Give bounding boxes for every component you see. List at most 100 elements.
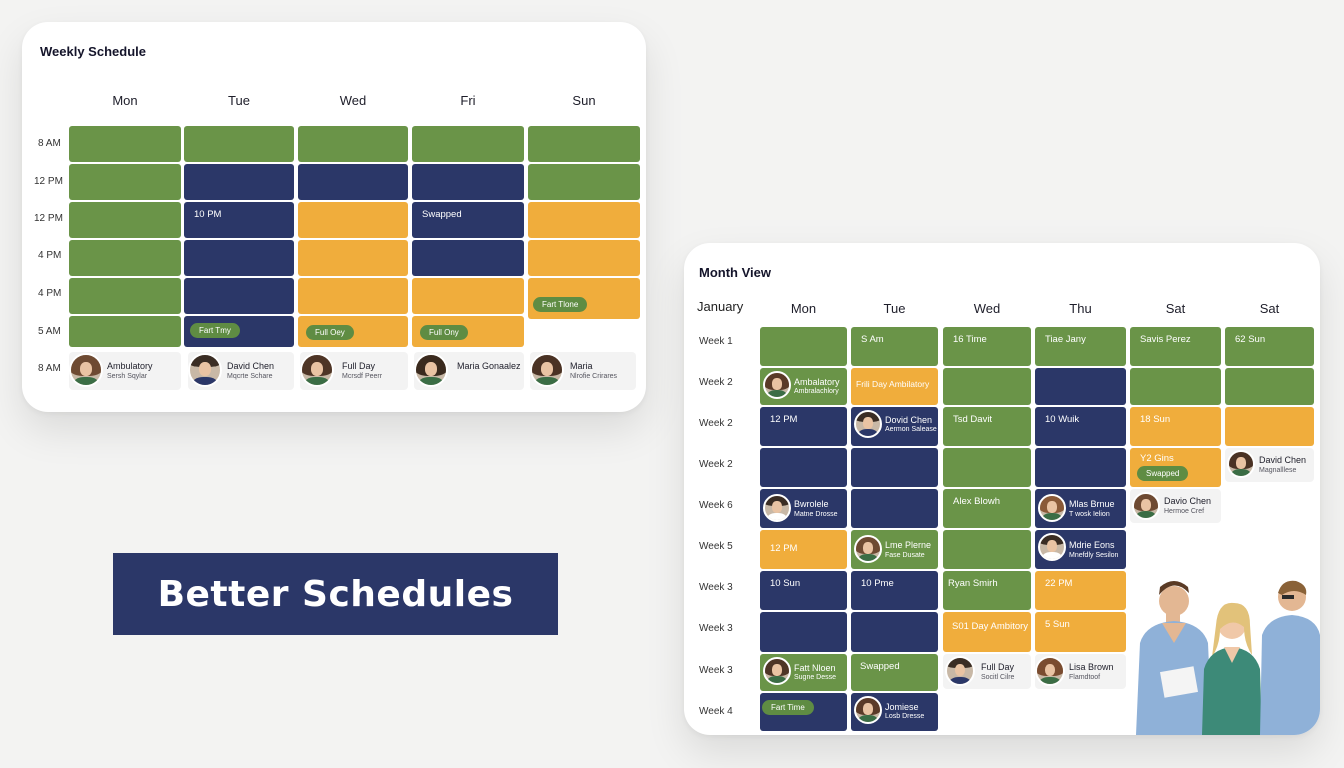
staff-card[interactable]: David Chen Mqcrte Schare: [188, 352, 294, 390]
month-shift[interactable]: 18 Sun: [1130, 407, 1221, 446]
month-shift[interactable]: Fart Time: [760, 693, 847, 731]
shift-block[interactable]: [69, 316, 181, 347]
month-shift[interactable]: [851, 612, 938, 652]
month-shift[interactable]: 12 PM: [760, 407, 847, 446]
shift-block[interactable]: [69, 164, 181, 200]
month-day-tue[interactable]: Tue: [883, 301, 906, 316]
month-shift[interactable]: Y2 Gins Swapped: [1130, 448, 1221, 487]
avatar: [1038, 533, 1066, 561]
month-shift[interactable]: [1225, 368, 1314, 405]
month-shift[interactable]: 5 Sun: [1035, 612, 1126, 652]
month-shift[interactable]: [943, 368, 1031, 405]
month-shift[interactable]: [760, 612, 847, 652]
month-shift[interactable]: 16 Time: [943, 327, 1031, 366]
month-shift[interactable]: Tiae Jany: [1035, 327, 1126, 366]
month-shift[interactable]: S01 Day Ambitory: [943, 612, 1031, 652]
month-shift[interactable]: [1130, 368, 1221, 405]
month-label[interactable]: January: [697, 299, 744, 314]
month-shift[interactable]: Lme Plerne Fase Dusate: [851, 530, 938, 569]
month-shift[interactable]: 10 Pme: [851, 571, 938, 610]
month-day-wed[interactable]: Wed: [973, 301, 1001, 316]
month-shift[interactable]: Mdrie Eons Mnefdly Sesilon: [1035, 530, 1126, 569]
month-shift[interactable]: Swapped: [851, 654, 938, 691]
shift-block[interactable]: [412, 240, 524, 276]
month-day-mon[interactable]: Mon: [790, 301, 817, 316]
weekly-day-mon[interactable]: Mon: [112, 93, 138, 108]
shift-type-badge: Swapped: [1137, 466, 1189, 481]
month-day-thu[interactable]: Thu: [1069, 301, 1092, 316]
shift-block[interactable]: Full Ony: [412, 316, 524, 347]
month-shift[interactable]: [1225, 407, 1314, 446]
month-shift[interactable]: S Am: [851, 327, 938, 366]
staff-name: Mlas Brnue: [1069, 499, 1115, 509]
shift-block[interactable]: [69, 240, 181, 276]
month-shift[interactable]: [1035, 448, 1126, 487]
shift-block[interactable]: [298, 240, 408, 276]
shift-block[interactable]: Swapped: [412, 202, 524, 238]
shift-block[interactable]: [528, 164, 640, 200]
month-day-sat-2[interactable]: Sat: [1259, 301, 1280, 316]
month-shift[interactable]: Fatt Nloen Sugne Desse: [760, 654, 847, 691]
shift-block[interactable]: 10 PM: [184, 202, 294, 238]
weekly-day-tue[interactable]: Tue: [228, 93, 250, 108]
shift-label: 5 Sun: [1045, 619, 1070, 630]
month-shift[interactable]: [1035, 368, 1126, 405]
month-shift[interactable]: Bwrolele Matne Drosse: [760, 489, 847, 528]
shift-block[interactable]: [69, 202, 181, 238]
shift-block[interactable]: [412, 164, 524, 200]
shift-block[interactable]: [528, 202, 640, 238]
staff-card[interactable]: Full Day Mcrsdf Peerr: [300, 352, 408, 390]
month-shift[interactable]: 12 PM: [760, 530, 847, 569]
month-shift[interactable]: Mlas Brnue T wosk Ielion: [1035, 489, 1126, 528]
month-shift[interactable]: [760, 327, 847, 366]
shift-block[interactable]: [184, 164, 294, 200]
month-shift[interactable]: [943, 448, 1031, 487]
weekly-day-fri[interactable]: Fri: [460, 93, 476, 108]
staff-card[interactable]: Maria Nlrofie Crirares: [530, 352, 636, 390]
avatar: [1227, 450, 1255, 478]
shift-block[interactable]: [298, 278, 408, 314]
shift-block[interactable]: [298, 202, 408, 238]
shift-block[interactable]: [184, 126, 294, 162]
month-shift[interactable]: 22 PM: [1035, 571, 1126, 610]
week-label: Week 5: [699, 541, 733, 552]
month-shift[interactable]: [760, 448, 847, 487]
month-shift[interactable]: Ambalatory Ambralachlory: [760, 368, 847, 405]
shift-block[interactable]: [528, 240, 640, 276]
shift-block[interactable]: Fart Tlone: [528, 278, 640, 319]
month-shift[interactable]: Frili Day Ambilatory: [851, 368, 938, 405]
shift-block[interactable]: [528, 126, 640, 162]
shift-block[interactable]: [298, 126, 408, 162]
shift-block[interactable]: [69, 278, 181, 314]
shift-block[interactable]: [184, 278, 294, 314]
staff-card[interactable]: David Chen Magnalllese: [1225, 448, 1314, 482]
shift-block[interactable]: Fart Tmy: [184, 316, 294, 347]
month-shift[interactable]: [851, 489, 938, 528]
staff-card[interactable]: Lisa Brown Flamdtoof: [1035, 654, 1126, 689]
shift-block[interactable]: [412, 278, 524, 314]
month-shift[interactable]: 62 Sun: [1225, 327, 1314, 366]
month-shift[interactable]: Alex Blowh: [943, 489, 1031, 528]
month-shift[interactable]: [943, 530, 1031, 569]
weekly-day-sun[interactable]: Sun: [572, 93, 596, 108]
month-shift[interactable]: Jomiese Losb Dresse: [851, 693, 938, 731]
month-shift[interactable]: 10 Wuik: [1035, 407, 1126, 446]
shift-block[interactable]: Full Oey: [298, 316, 408, 347]
shift-block[interactable]: [298, 164, 408, 200]
shift-block[interactable]: [69, 126, 181, 162]
month-shift[interactable]: Savis Perez: [1130, 327, 1221, 366]
shift-block[interactable]: [412, 126, 524, 162]
month-day-sat[interactable]: Sat: [1165, 301, 1186, 316]
staff-card[interactable]: Maria Gonaalez: [414, 352, 524, 390]
weekly-day-wed[interactable]: Wed: [339, 93, 367, 108]
month-shift[interactable]: Ryan Smirh: [943, 571, 1031, 610]
staff-card[interactable]: Davio Chen Hermoe Cref: [1130, 489, 1221, 523]
shift-block[interactable]: [184, 240, 294, 276]
month-shift[interactable]: Tsd Davit: [943, 407, 1031, 446]
month-shift[interactable]: 10 Sun: [760, 571, 847, 610]
staff-role: Flamdtoof: [1069, 674, 1101, 681]
staff-card[interactable]: Ambulatory Sersh Sqylar: [69, 352, 181, 390]
staff-card[interactable]: Full Day Socitl Cilre: [943, 654, 1031, 689]
month-shift[interactable]: Dovid Chen Aermon Salease: [851, 407, 938, 446]
month-shift[interactable]: [851, 448, 938, 487]
